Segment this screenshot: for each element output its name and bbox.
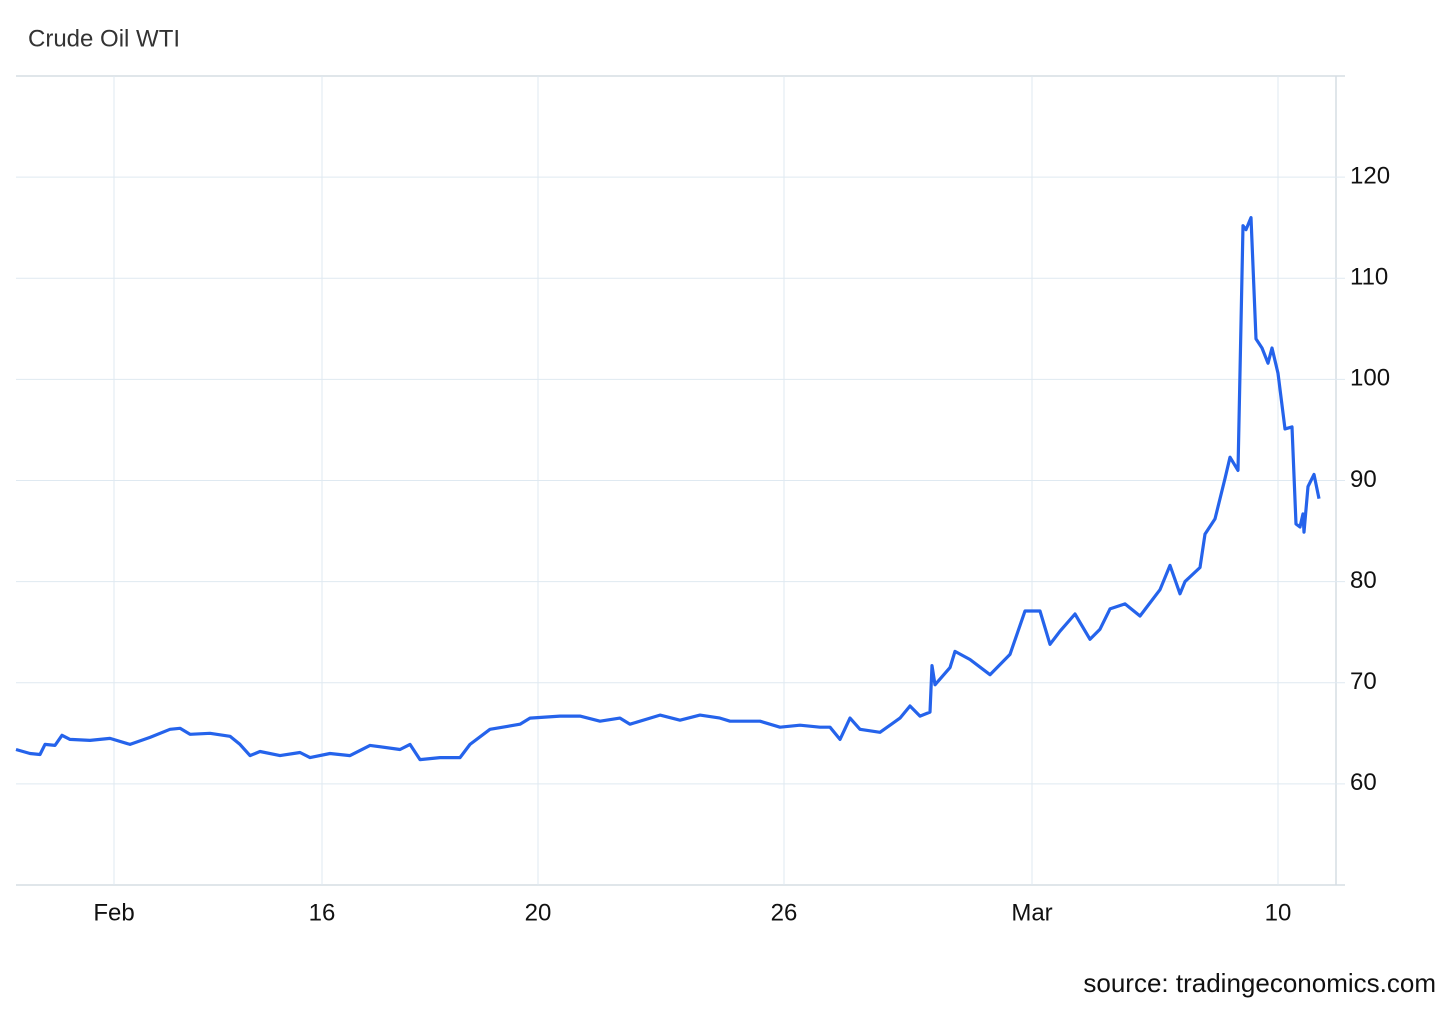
- x-tick-label: Mar: [1011, 899, 1052, 926]
- x-tick-label: Feb: [93, 899, 134, 926]
- chart-title: Crude Oil WTI: [28, 25, 180, 52]
- x-tick-label: 20: [525, 899, 552, 926]
- x-tick-label: 10: [1265, 899, 1292, 926]
- source-note: source: tradingeconomics.com: [1083, 968, 1436, 998]
- y-tick-label: 90: [1350, 466, 1377, 493]
- y-tick-label: 60: [1350, 769, 1377, 796]
- y-tick-label: 100: [1350, 365, 1390, 392]
- y-tick-label: 110: [1350, 264, 1388, 291]
- price-line: [15, 216, 1321, 762]
- x-tick-label: 16: [309, 899, 336, 926]
- y-tick-label: 80: [1350, 567, 1377, 594]
- x-tick-label: 26: [771, 899, 798, 926]
- y-tick-label: 70: [1350, 668, 1377, 695]
- y-tick-label: 120: [1350, 162, 1390, 189]
